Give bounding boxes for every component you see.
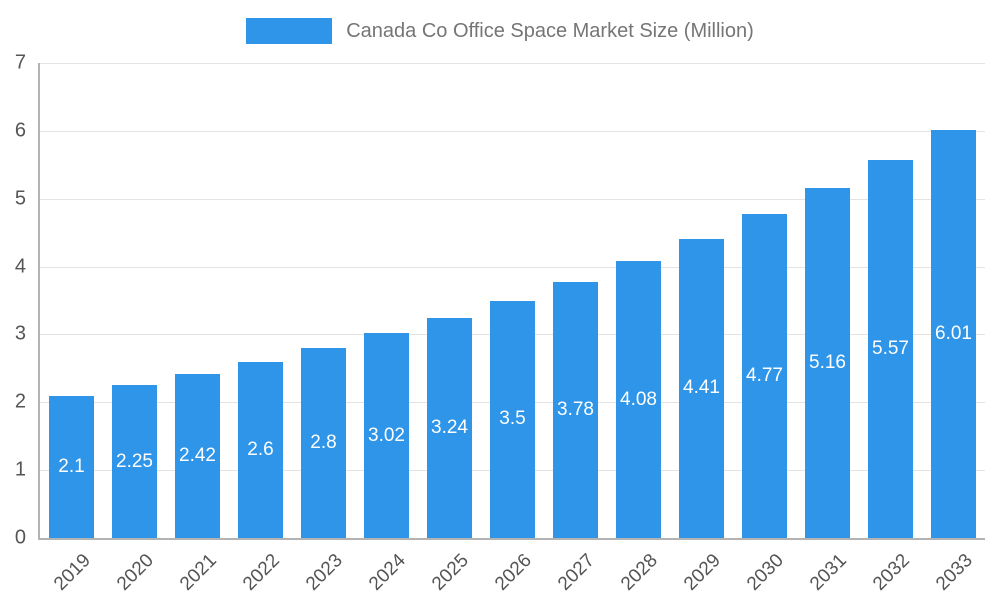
- plot-area: 2.1 2.25 2.42 2.6 2.8 3.02 3.24 3.5 3.78 4.08 4.41…: [38, 63, 985, 540]
- y-axis-label: 2: [14, 390, 26, 413]
- y-axis-label: 6: [14, 119, 26, 142]
- x-axis-label: 2032: [868, 550, 914, 595]
- bar-value-label: 4.08: [620, 388, 657, 410]
- bar: [678, 238, 725, 538]
- x-axis: 2019 2020 2021 2022 2023 2024 2025 2026 2027 2028…: [40, 538, 985, 600]
- x-axis-label: 2019: [49, 550, 95, 595]
- bar: [426, 318, 473, 538]
- y-axis-label: 1: [14, 458, 26, 481]
- bar-value-label: 2.8: [310, 432, 337, 453]
- legend-swatch: [246, 18, 333, 44]
- x-axis-label: 2024: [364, 550, 410, 595]
- bar-value-label: 4.41: [683, 377, 720, 399]
- x-axis-label: 2031: [805, 550, 851, 595]
- bar: [930, 130, 977, 538]
- y-axis-line: [38, 63, 40, 538]
- x-axis-label: 2025: [427, 550, 473, 595]
- bar-value-label: 3.24: [431, 417, 468, 439]
- y-axis-label: 5: [14, 187, 26, 210]
- bar: [804, 187, 851, 538]
- bar: [48, 395, 95, 538]
- bar-value-label: 2.1: [58, 455, 85, 477]
- bar: [615, 261, 662, 538]
- gridline: [40, 130, 985, 132]
- bar-value-label: 3.5: [499, 408, 526, 430]
- bar: [489, 300, 536, 538]
- bar: [741, 214, 788, 538]
- x-axis-label: 2021: [175, 550, 221, 595]
- x-axis-label: 2020: [112, 550, 158, 595]
- x-axis-label: 2028: [616, 550, 662, 595]
- bar-value-label: 5.57: [872, 338, 909, 360]
- bar-value-label: 4.77: [746, 365, 783, 387]
- y-axis-label: 7: [14, 51, 26, 74]
- bar-value-label: 3.02: [368, 424, 405, 446]
- x-axis-label: 2026: [490, 550, 536, 595]
- x-axis-line: [38, 538, 985, 540]
- bar: [111, 385, 158, 538]
- x-axis-label: 2030: [742, 550, 788, 595]
- bar-value-label: 3.78: [557, 398, 594, 420]
- gridline: [40, 198, 985, 200]
- x-axis-label: 2023: [301, 550, 347, 595]
- chart-title: Canada Co Office Space Market Size (Mill…: [346, 19, 754, 42]
- bar-value-label: 5.16: [809, 351, 846, 373]
- bar-value-label: 2.6: [247, 438, 274, 460]
- x-axis-label: 2029: [679, 550, 725, 595]
- gridline: [40, 63, 985, 64]
- bar: [363, 333, 410, 538]
- bar-value-label: 6.01: [935, 323, 972, 345]
- bar-value-label: 2.25: [116, 450, 153, 472]
- bar: [237, 361, 284, 538]
- x-axis-label: 2033: [931, 550, 977, 595]
- bar: [300, 348, 347, 538]
- y-axis-label: 4: [14, 255, 26, 278]
- x-axis-label: 2022: [238, 550, 284, 595]
- bar-value-label: 2.42: [179, 444, 216, 466]
- legend: Canada Co Office Space Market Size (Mill…: [0, 18, 1000, 44]
- bar: [174, 373, 221, 538]
- x-axis-label: 2027: [553, 550, 599, 595]
- bar: [552, 281, 599, 538]
- y-axis: 0 1 2 3 4 5 6 7: [0, 52, 28, 549]
- y-axis-label: 3: [14, 322, 26, 345]
- gridline: [40, 266, 985, 268]
- y-axis-label: 0: [14, 526, 26, 549]
- bar: [867, 160, 914, 538]
